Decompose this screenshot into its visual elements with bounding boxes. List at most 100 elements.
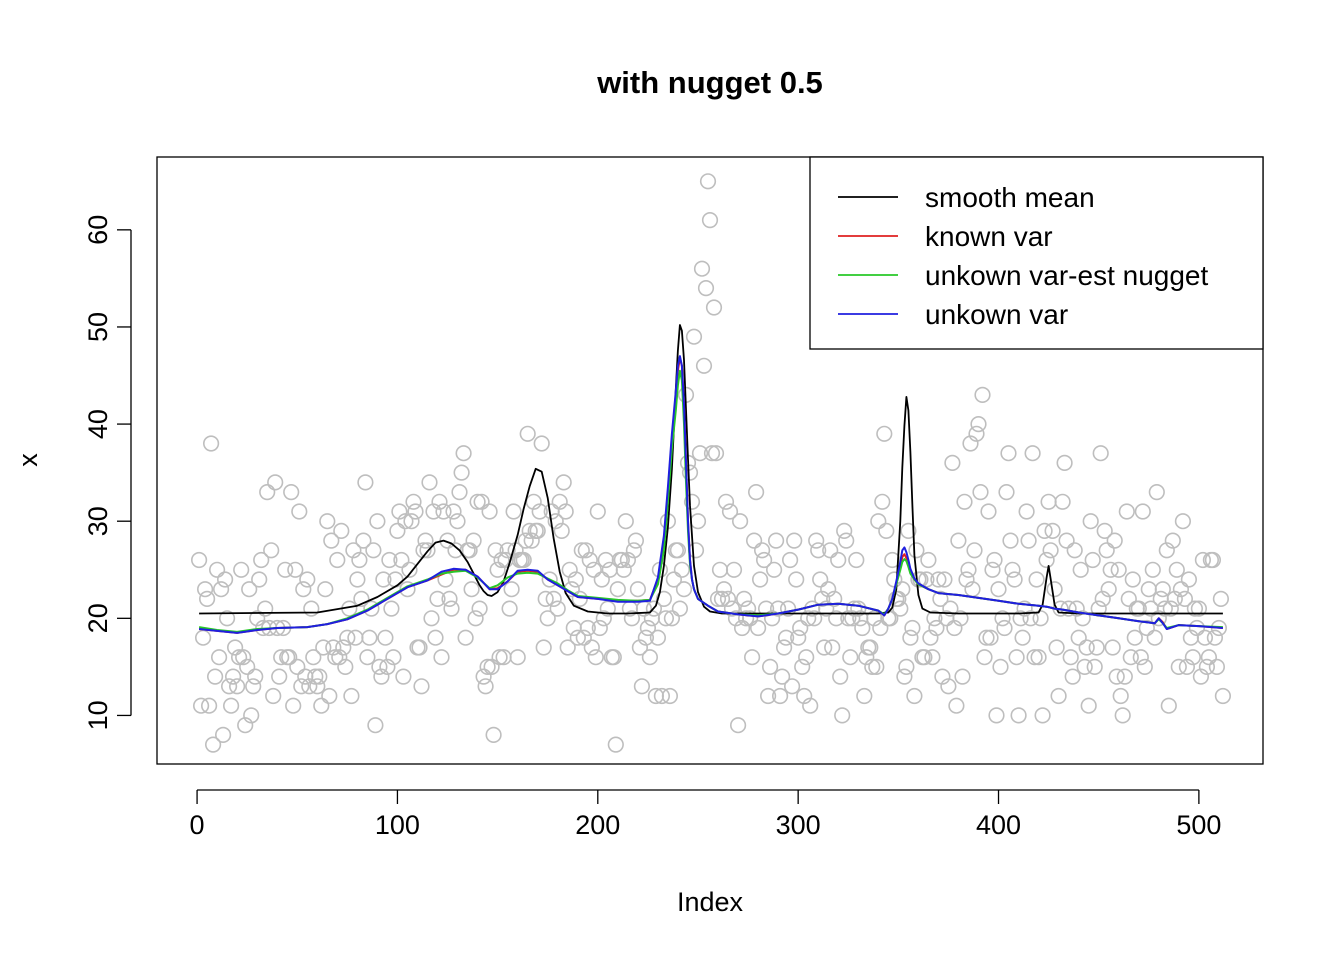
- data-point: [311, 668, 328, 685]
- data-point: [277, 561, 294, 578]
- data-point: [781, 551, 799, 569]
- data-point: [703, 445, 721, 462]
- data-point: [361, 629, 378, 646]
- data-point: [755, 551, 773, 569]
- data-point: [916, 649, 933, 666]
- data-point: [1158, 542, 1175, 559]
- data-point: [323, 532, 340, 549]
- data-point: [1144, 561, 1161, 578]
- data-point: [493, 551, 510, 569]
- data-point: [649, 629, 667, 646]
- data-point: [393, 551, 410, 569]
- data-point: [1010, 707, 1027, 724]
- data-point: [633, 678, 651, 695]
- data-point: [1154, 581, 1171, 598]
- data-point: [1212, 590, 1229, 608]
- data-point: [1112, 687, 1129, 705]
- data-point: [701, 212, 719, 229]
- data-point: [197, 581, 214, 598]
- data-point: [369, 513, 386, 530]
- data-point: [227, 639, 244, 656]
- data-point: [850, 600, 867, 617]
- data-point: [467, 610, 484, 627]
- data-point: [992, 658, 1009, 676]
- data-point: [709, 590, 727, 608]
- data-point: [906, 687, 923, 705]
- data-point: [285, 697, 302, 714]
- data-point: [1062, 649, 1079, 666]
- data-point: [217, 571, 234, 588]
- data-point: [665, 571, 683, 588]
- data-point: [1026, 649, 1043, 666]
- y-axis-label: x: [13, 453, 43, 467]
- data-point: [483, 658, 500, 676]
- data-point: [1014, 629, 1031, 646]
- data-point: [211, 649, 228, 666]
- data-point: [1050, 687, 1067, 705]
- data-point: [769, 600, 787, 617]
- data-point: [876, 425, 893, 442]
- data-point: [473, 493, 490, 510]
- data-point: [365, 542, 382, 559]
- data-point: [585, 561, 602, 578]
- data-point: [343, 687, 360, 705]
- data-point: [289, 658, 306, 676]
- data-point: [501, 600, 518, 617]
- data-point: [713, 590, 731, 608]
- data-point: [371, 658, 388, 676]
- y-tick-label: 20: [83, 603, 113, 633]
- data-point: [1008, 649, 1025, 666]
- data-point: [333, 522, 350, 540]
- data-point: [896, 668, 913, 685]
- data-point: [1034, 707, 1051, 724]
- data-point: [928, 619, 945, 637]
- data-point: [1178, 658, 1195, 676]
- data-point: [864, 658, 881, 676]
- data-point: [972, 484, 989, 501]
- data-point: [773, 668, 791, 685]
- y-tick-label: 40: [83, 409, 113, 439]
- data-point: [287, 561, 304, 578]
- data-point: [535, 639, 552, 656]
- data-point: [617, 513, 634, 530]
- data-point: [241, 581, 258, 598]
- data-point: [403, 513, 420, 530]
- data-point: [685, 328, 703, 345]
- data-point: [1160, 697, 1177, 714]
- data-point: [908, 542, 925, 559]
- data-point: [529, 522, 546, 540]
- data-point: [1184, 649, 1201, 666]
- data-point: [605, 649, 622, 666]
- data-point: [313, 697, 330, 714]
- data-point: [930, 571, 947, 588]
- data-point: [555, 474, 572, 491]
- series-line-known-var: [198, 357, 1223, 634]
- data-point: [663, 610, 681, 627]
- data-point: [469, 493, 486, 510]
- data-point: [763, 610, 781, 627]
- data-point: [589, 503, 606, 520]
- data-point: [203, 435, 220, 452]
- data-point: [207, 668, 224, 685]
- data-point: [597, 551, 614, 569]
- data-point: [922, 629, 939, 646]
- data-point: [199, 590, 216, 608]
- data-point: [623, 610, 641, 627]
- data-point: [874, 493, 891, 510]
- data-point: [547, 513, 564, 530]
- fitted-lines: [198, 324, 1223, 634]
- data-point: [798, 649, 815, 666]
- series-line-unkown-var: [198, 355, 1223, 634]
- data-point: [627, 532, 645, 549]
- data-point: [259, 484, 276, 501]
- data-point: [1086, 658, 1103, 676]
- x-tick-label: 200: [575, 810, 620, 840]
- data-point: [573, 542, 590, 559]
- data-point: [595, 610, 612, 627]
- data-point: [705, 299, 723, 316]
- data-point: [267, 474, 284, 491]
- x-tick-label: 500: [1176, 810, 1221, 840]
- data-point: [771, 687, 789, 705]
- data-point: [1080, 697, 1097, 714]
- data-point: [1096, 522, 1113, 540]
